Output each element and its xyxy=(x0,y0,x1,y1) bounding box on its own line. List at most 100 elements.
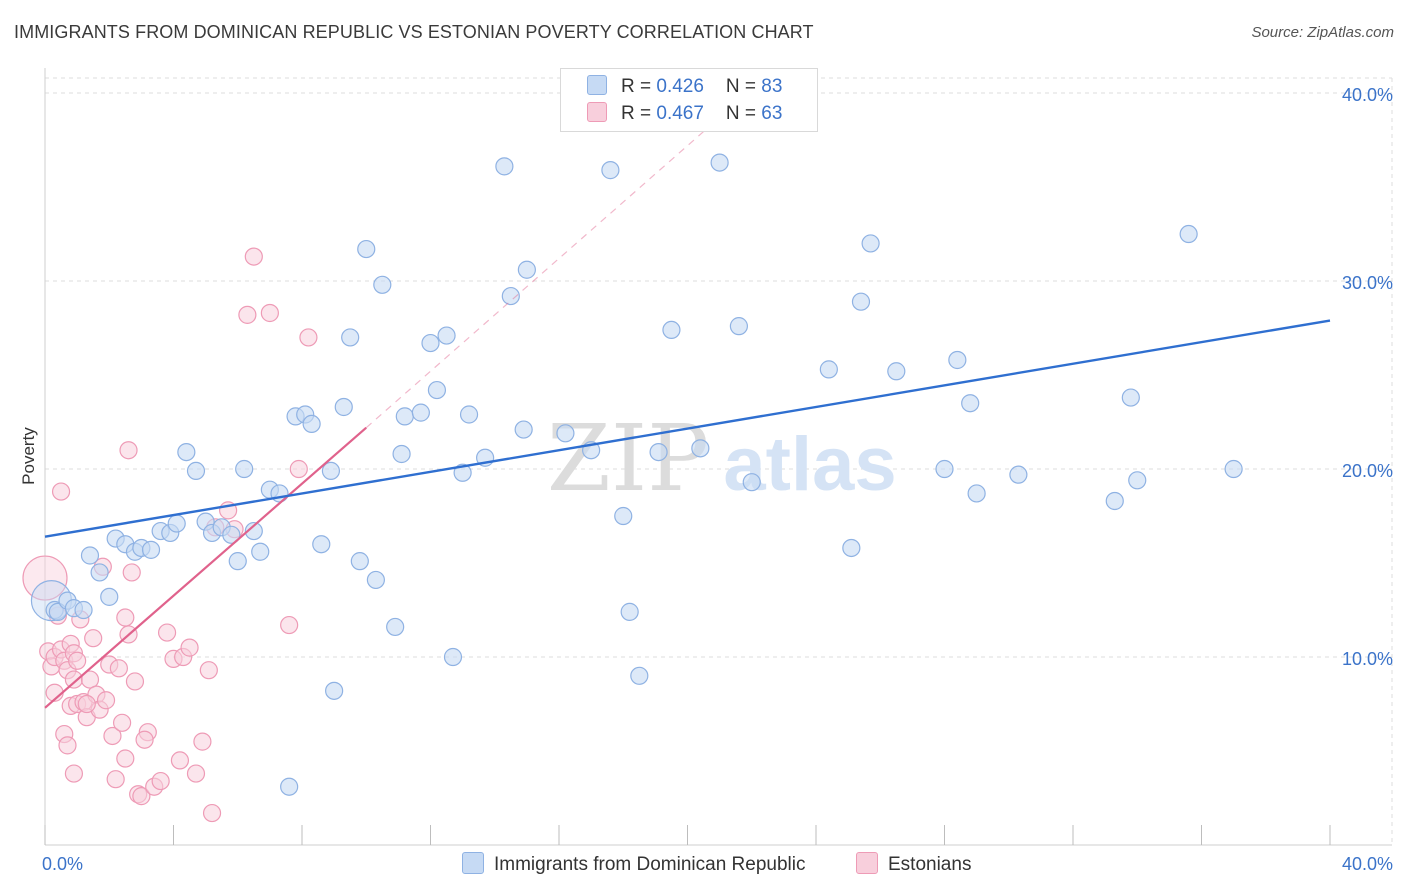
dominican-point xyxy=(167,514,186,533)
legend-n-label: N = xyxy=(725,76,762,97)
dominican-point xyxy=(514,420,533,439)
dominican-point xyxy=(251,542,270,561)
dominican-point xyxy=(495,157,514,176)
legend-r-value-blue: 0.426 xyxy=(656,76,704,97)
dominican-point xyxy=(851,292,871,311)
dominican-point xyxy=(366,570,385,590)
dominican-point xyxy=(437,326,456,345)
legend-n-label: N = xyxy=(725,103,762,124)
estonians-point xyxy=(58,736,77,755)
dominican-point xyxy=(177,443,196,462)
dominican-point xyxy=(819,360,838,379)
legend-row-pink: R = 0.467 N = 63 xyxy=(587,102,782,128)
estonians-point xyxy=(202,803,222,823)
bottom-legend-blue: Immigrants from Dominican Republic xyxy=(462,852,806,876)
estonians-point xyxy=(180,638,199,657)
estonians-point xyxy=(299,328,318,347)
bottom-legend-swatch-pink xyxy=(856,852,878,874)
dominican-point xyxy=(1128,471,1147,490)
y-tick-label: 40.0% xyxy=(1342,85,1393,105)
estonians-point xyxy=(135,730,154,749)
dominican-point xyxy=(80,546,100,565)
estonians-point xyxy=(186,764,206,783)
dominican-point xyxy=(1224,459,1243,479)
dominican-point xyxy=(935,459,954,479)
dominican-point xyxy=(1179,224,1198,244)
estonians-point xyxy=(193,732,212,751)
dominican-points xyxy=(30,153,1243,796)
dominican-point xyxy=(948,350,967,370)
dominican-point xyxy=(556,424,575,443)
dominican-point xyxy=(90,563,109,582)
y-tick-label: 10.0% xyxy=(1342,649,1393,669)
bottom-legend-label-pink: Estonians xyxy=(888,854,972,875)
dominican-point xyxy=(517,260,536,279)
dominican-point xyxy=(386,617,405,637)
dominican-point xyxy=(614,506,633,526)
estonians-trend-line xyxy=(44,426,367,709)
trend-lines xyxy=(44,111,1331,709)
estonians-point xyxy=(238,305,257,324)
estonians-point xyxy=(116,608,135,627)
legend-n-value-blue: 83 xyxy=(761,76,783,97)
dominican-point xyxy=(729,317,749,336)
dominican-point xyxy=(228,552,247,571)
dominican-point xyxy=(427,380,447,400)
dominican-point xyxy=(662,320,681,340)
legend-swatch-pink xyxy=(587,102,607,122)
y-axis-label: Poverty xyxy=(19,427,38,485)
estonians-point xyxy=(116,749,135,768)
dominican-point xyxy=(411,403,430,422)
bottom-legend-label-blue: Immigrants from Dominican Republic xyxy=(494,854,806,875)
estonians-point xyxy=(80,670,100,689)
estonians-point xyxy=(157,623,177,642)
x-tick-label: 0.0% xyxy=(42,854,83,874)
estonians-point xyxy=(260,303,279,323)
legend-swatch-blue xyxy=(587,75,607,95)
estonians-point xyxy=(280,615,299,635)
estonians-point xyxy=(119,441,138,460)
bottom-legend-pink: Estonians xyxy=(856,852,971,876)
dominican-point xyxy=(350,552,369,571)
legend-r-label: R = xyxy=(621,103,657,124)
dominican-point xyxy=(649,443,668,462)
dominican-point xyxy=(325,681,344,700)
estonians-point xyxy=(122,563,141,582)
dominican-point xyxy=(280,777,299,796)
estonians-cluster-point xyxy=(22,555,68,601)
dominican-point xyxy=(742,473,761,492)
bottom-legend-swatch-blue xyxy=(462,852,484,874)
legend-row-blue: R = 0.426 N = 83 xyxy=(587,75,782,101)
legend-n-value-pink: 63 xyxy=(761,103,783,124)
dominican-point xyxy=(302,414,321,434)
y-tick-label: 20.0% xyxy=(1342,461,1393,481)
correlation-legend: R = 0.426 N = 83 R = 0.467 N = 63 xyxy=(560,68,818,132)
dominican-point xyxy=(186,461,206,480)
axes xyxy=(44,68,1392,846)
estonians-point xyxy=(84,629,103,648)
dominican-point xyxy=(887,362,906,381)
dominican-point xyxy=(1121,388,1140,407)
estonians-point xyxy=(125,672,145,691)
legend-r-label: R = xyxy=(621,76,657,97)
chart-title: IMMIGRANTS FROM DOMINICAN REPUBLIC VS ES… xyxy=(14,22,814,42)
legend-r-value-pink: 0.467 xyxy=(656,103,704,124)
dominican-point xyxy=(691,439,710,458)
estonians-points xyxy=(22,247,318,823)
dominican-point xyxy=(74,600,93,620)
estonians-point xyxy=(132,787,151,806)
dominican-point xyxy=(459,405,479,424)
dominican-point xyxy=(421,333,440,353)
dominican-point xyxy=(501,286,520,306)
estonians-point xyxy=(64,764,84,783)
estonians-point xyxy=(199,661,218,680)
dominican-point xyxy=(321,461,341,480)
dominican-point xyxy=(341,328,360,347)
estonians-point xyxy=(96,691,116,710)
dominican-point xyxy=(630,666,649,685)
tick-labels: 10.0% 20.0% 30.0% 40.0% 0.0% 40.0% xyxy=(42,85,1393,874)
x-tick-label: 40.0% xyxy=(1342,854,1393,874)
estonians-point xyxy=(68,651,87,670)
dominican-point xyxy=(861,234,880,253)
